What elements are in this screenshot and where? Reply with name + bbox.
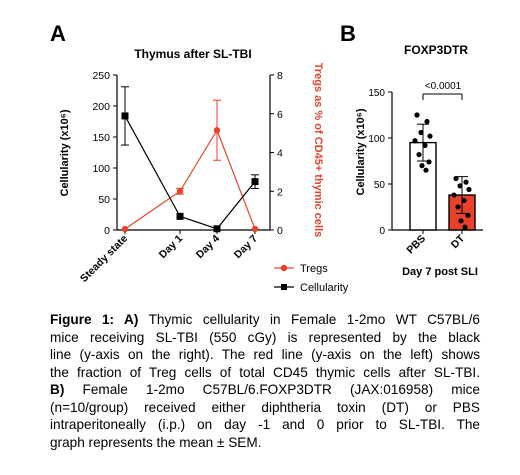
tregs-point xyxy=(176,188,184,195)
caption-line: graph represents the mean ± SEM. xyxy=(50,434,480,452)
cellularity-point xyxy=(176,212,184,220)
data-point xyxy=(462,224,468,230)
caption-text: the fraction of Treg cells of total CD45… xyxy=(50,364,480,380)
chart-a-ytick-label: 200 xyxy=(92,101,110,113)
caption-text: line (y-axis on the right). The red line… xyxy=(50,347,480,362)
caption-bold: B) xyxy=(50,382,65,397)
data-point xyxy=(416,151,422,158)
data-point xyxy=(451,192,457,198)
chart-a-plot: 0 50 100 150 200 250 0 2 4 6 8 Steady state Day 1 Day… xyxy=(78,70,283,285)
caption-text: (n=10/group) received either diphtheria … xyxy=(50,399,480,415)
caption-text: Thymic cellularity in Female 1-2mo WT C5… xyxy=(138,312,480,327)
caption-text: mice receiving SL-TBI (550 cGy) is repre… xyxy=(50,329,480,345)
chart-a-ylabel: Cellularity (x10⁶) xyxy=(59,109,71,196)
chart-b-plot: 0 50 100 150 PBS DT xyxy=(368,88,483,256)
caption-line: B) Female 1-2mo C57BL/6.FOXP3DTR (JAX:01… xyxy=(50,381,480,399)
chart-a-ytick-label: 250 xyxy=(92,70,110,82)
data-point xyxy=(458,218,464,224)
data-point xyxy=(419,163,425,169)
cellularity-point xyxy=(251,178,259,186)
chart-b-ytick-label: 50 xyxy=(374,180,386,191)
chart-a-y2tick-label: 0 xyxy=(277,225,283,237)
caption-text: Female 1-2mo C57BL/6.FOXP3DTR (JAX:01695… xyxy=(64,382,481,397)
chart-b-xtick-label: DT xyxy=(449,232,468,251)
tregs-point xyxy=(121,225,129,233)
chart-a-xtick-label: Day 7 xyxy=(232,233,260,261)
chart-b-annotation: <0.0001 xyxy=(425,81,462,92)
chart-a-ytick-label: 150 xyxy=(92,132,110,144)
chart-a-y2tick-label: 6 xyxy=(277,109,283,121)
chart-a-title: Thymus after SL-TBI xyxy=(134,47,251,61)
caption-line: line (y-axis on the right). The red line… xyxy=(50,346,480,364)
panel-b-label: B xyxy=(340,21,356,46)
chart-a-y2label: Tregs as % of CD45+ thymic cells xyxy=(312,63,324,238)
data-point xyxy=(463,179,469,185)
chart-a-y2tick-label: 2 xyxy=(277,186,283,198)
chart-b-xtick-label: PBS xyxy=(404,233,428,257)
chart-a-y2tick-label: 4 xyxy=(277,148,283,160)
data-point xyxy=(465,212,471,218)
tregs-point xyxy=(213,127,221,134)
data-point xyxy=(422,142,428,148)
data-point xyxy=(453,175,459,182)
caption-text: intraperitoneally (i.p.) on day -1 and 0… xyxy=(50,417,480,432)
caption-line: the fraction of Treg cells of total CD45… xyxy=(50,364,480,382)
caption-bold: Figure 1: A) xyxy=(50,312,139,327)
legend-tregs-marker xyxy=(280,264,288,272)
data-point xyxy=(427,133,433,139)
legend-tregs-label: Tregs xyxy=(300,263,328,275)
chart-a-xtick-label: Day 1 xyxy=(157,233,185,261)
cellularity-point xyxy=(121,112,129,120)
data-point xyxy=(426,159,432,165)
data-point xyxy=(423,167,429,173)
chart-b-ytick-label: 100 xyxy=(368,134,385,145)
data-point xyxy=(455,204,461,210)
chart-b-title: FOXP3DTR xyxy=(404,43,468,57)
data-point xyxy=(412,138,418,144)
chart-a-xtick-label: Day 4 xyxy=(194,233,222,261)
chart-a-y2tick-label: 8 xyxy=(277,70,283,82)
chart-a-legend: Tregs Cellularity xyxy=(274,263,349,294)
tregs-point xyxy=(251,225,259,233)
chart-b-xlabel: Day 7 post SLI xyxy=(402,266,478,278)
panel-a-label: A xyxy=(50,21,66,46)
cellularity-point xyxy=(213,225,221,233)
data-point xyxy=(461,197,467,204)
caption-line: mice receiving SL-TBI (550 cGy) is repre… xyxy=(50,329,480,347)
caption-line: intraperitoneally (i.p.) on day -1 and 0… xyxy=(50,416,480,434)
figure-charts: A B Thymus after SL-TBI Cellularity (x10… xyxy=(50,21,483,294)
legend-cellularity-label: Cellularity xyxy=(300,282,349,294)
legend-cellularity-marker xyxy=(281,284,287,290)
caption-text: graph represents the mean ± SEM. xyxy=(50,434,262,450)
data-point xyxy=(414,112,420,118)
caption-line: Figure 1: A) Thymic cellularity in Femal… xyxy=(50,311,480,329)
chart-b-ylabel: Cellularity (x10⁶) xyxy=(355,108,367,195)
figure-caption: Figure 1: A) Thymic cellularity in Femal… xyxy=(50,311,480,451)
chart-a-ytick-label: 50 xyxy=(98,194,110,206)
data-point xyxy=(424,118,430,125)
chart-b-ytick-label: 150 xyxy=(368,88,385,99)
tregs-line xyxy=(124,128,256,230)
chart-a-ytick-label: 0 xyxy=(104,225,110,237)
data-point xyxy=(466,186,472,193)
chart-b-ytick-label: 0 xyxy=(379,226,385,237)
data-point xyxy=(418,129,424,136)
chart-a-ytick-label: 100 xyxy=(92,163,110,175)
cellularity-line xyxy=(124,115,256,230)
chart-a-xtick-label: Steady state xyxy=(78,233,130,285)
caption-line: (n=10/group) received either diphtheria … xyxy=(50,399,480,417)
data-point xyxy=(457,183,463,189)
